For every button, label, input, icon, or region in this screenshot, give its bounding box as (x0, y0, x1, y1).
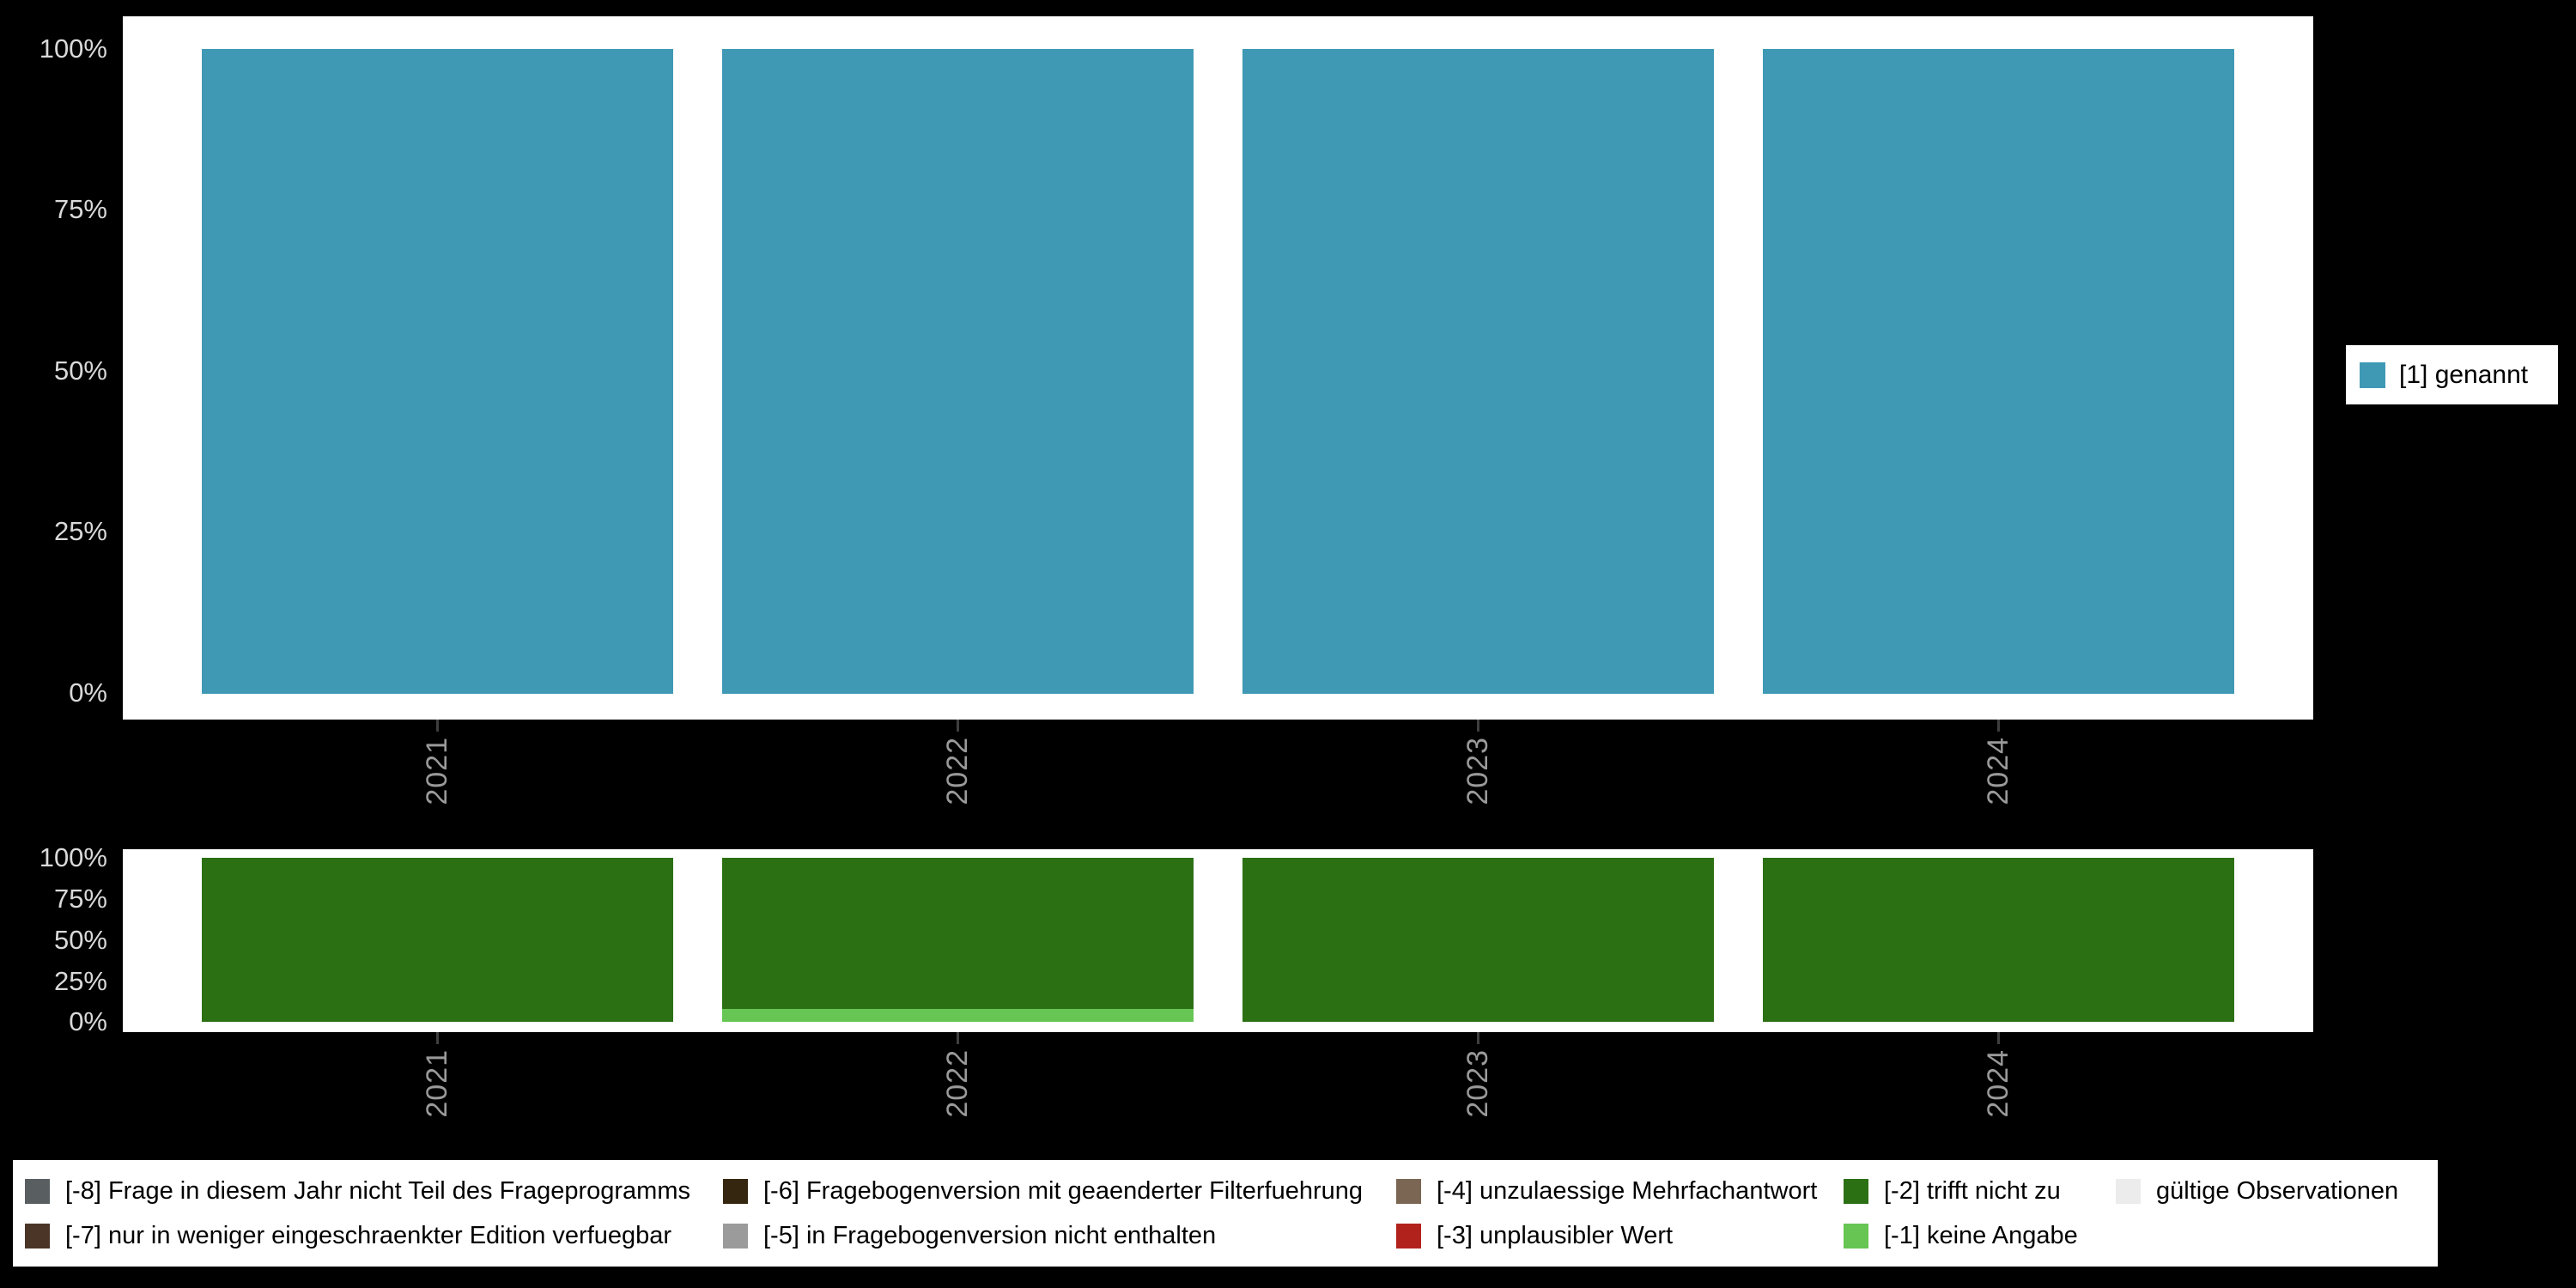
bar-segment (1242, 49, 1714, 694)
legend-label: [-3] unplausibler Wert (1437, 1221, 1674, 1249)
legend-item-minus8: [-8] Frage in diesem Jahr nicht Teil des… (25, 1176, 690, 1206)
legend-label: [-6] Fragebogenversion mit geaenderter F… (763, 1176, 1363, 1205)
bar-segment (202, 858, 673, 1022)
legend-label: gültige Observationen (2156, 1176, 2399, 1205)
bottom-chart-x-axis: 2021 2022 2023 2024 (123, 1032, 2313, 1118)
bottom-chart-plot-area (123, 858, 2313, 1022)
bar-segment (202, 49, 673, 694)
x-axis-label: 2022 (941, 1049, 974, 1118)
legend-swatch-minus5 (723, 1223, 748, 1249)
bar-2024 (1763, 49, 2234, 694)
x-axis-cell: 2022 (722, 1032, 1194, 1118)
y-axis-tick-label: 0% (69, 677, 107, 708)
legend-label: [-8] Frage in diesem Jahr nicht Teil des… (65, 1176, 690, 1205)
top-chart-x-axis: 2021 2022 2023 2024 (123, 720, 2313, 805)
legend-item-minus2: [-2] trifft nicht zu (1844, 1176, 2061, 1206)
legend-bottom: [-8] Frage in diesem Jahr nicht Teil des… (13, 1160, 2438, 1267)
x-axis-label: 2021 (421, 737, 453, 805)
bar-2024 (1763, 858, 2234, 1022)
x-axis-label: 2024 (1982, 1049, 2014, 1118)
legend-swatch-minus4 (1396, 1178, 1421, 1204)
x-axis-tick (957, 720, 959, 732)
y-axis-tick-label: 50% (53, 925, 107, 955)
x-axis-tick (1477, 720, 1479, 732)
legend-right: [1] genannt (2346, 345, 2558, 404)
y-axis-tick-label: 25% (53, 516, 107, 546)
x-axis-cell: 2021 (202, 720, 673, 805)
bar-segment (1763, 858, 2234, 1022)
x-axis-tick (436, 1032, 439, 1044)
bar-segment (722, 858, 1194, 1009)
legend-swatch-minus8 (25, 1178, 50, 1204)
legend-item-minus5: [-5] in Fragebogenversion nicht enthalte… (723, 1220, 1216, 1251)
legend-label: [-1] keine Angabe (1884, 1221, 2078, 1249)
legend-item-minus6: [-6] Fragebogenversion mit geaenderter F… (723, 1176, 1363, 1206)
x-axis-cell: 2023 (1242, 1032, 1714, 1118)
legend-swatch-minus7 (25, 1223, 50, 1249)
bar-2021 (202, 858, 673, 1022)
y-axis-tick-label: 75% (53, 884, 107, 914)
bar-segment (1242, 858, 1714, 1022)
legend-item-valid-observations: gültige Observationen (2116, 1176, 2398, 1206)
legend-swatch-minus1 (1844, 1223, 1868, 1249)
x-axis-tick (957, 1032, 959, 1044)
legend-label: [-4] unzulaessige Mehrfachantwort (1437, 1176, 1818, 1205)
bar-segment (1763, 49, 2234, 694)
legend-swatch-genannt (2360, 361, 2385, 388)
legend-item-minus1: [-1] keine Angabe (1844, 1220, 2078, 1251)
legend-swatch-minus3 (1396, 1223, 1421, 1249)
bar-2021 (202, 49, 673, 694)
top-chart-panel (123, 16, 2313, 720)
x-axis-cell: 2022 (722, 720, 1194, 805)
bottom-chart-panel (123, 849, 2313, 1032)
legend-swatch-minus2 (1844, 1178, 1868, 1204)
x-axis-tick (436, 720, 439, 732)
x-axis-label: 2024 (1982, 737, 2014, 805)
y-axis-tick-label: 100% (39, 33, 107, 64)
legend-item-minus4: [-4] unzulaessige Mehrfachantwort (1396, 1176, 1817, 1206)
y-axis-tick-label: 75% (53, 194, 107, 224)
legend-label: [-5] in Fragebogenversion nicht enthalte… (763, 1221, 1217, 1249)
x-axis-cell: 2024 (1763, 720, 2234, 805)
x-axis-label: 2022 (941, 737, 974, 805)
x-axis-label: 2023 (1461, 1049, 1494, 1118)
x-axis-label: 2023 (1461, 737, 1494, 805)
x-axis-cell: 2024 (1763, 1032, 2234, 1118)
legend-item-minus7: [-7] nur in weniger eingeschraenkter Edi… (25, 1220, 671, 1251)
x-axis-tick (1477, 1032, 1479, 1044)
y-axis-tick-label: 0% (69, 1006, 107, 1036)
legend-label: [-2] trifft nicht zu (1884, 1176, 2061, 1205)
bar-segment (722, 49, 1194, 694)
legend-label: [-7] nur in weniger eingeschraenkter Edi… (65, 1221, 672, 1249)
y-axis-tick-label: 50% (53, 355, 107, 386)
x-axis-cell: 2023 (1242, 720, 1714, 805)
bar-2022 (722, 49, 1194, 694)
x-axis-cell: 2021 (202, 1032, 673, 1118)
bar-2023 (1242, 858, 1714, 1022)
top-chart-plot-area (123, 49, 2313, 694)
x-axis-label: 2021 (421, 1049, 453, 1118)
bar-segment (722, 1008, 1194, 1022)
legend-item-minus3: [-3] unplausibler Wert (1396, 1220, 1673, 1251)
legend-swatch-minus6 (723, 1178, 748, 1204)
y-axis-tick-label: 100% (39, 842, 107, 872)
y-axis-tick-label: 25% (53, 966, 107, 996)
x-axis-tick (1997, 1032, 2000, 1044)
legend-swatch-valid-observations (2116, 1178, 2141, 1204)
bar-2023 (1242, 49, 1714, 694)
bar-2022 (722, 858, 1194, 1022)
legend-label: [1] genannt (2399, 360, 2529, 389)
x-axis-tick (1997, 720, 2000, 732)
